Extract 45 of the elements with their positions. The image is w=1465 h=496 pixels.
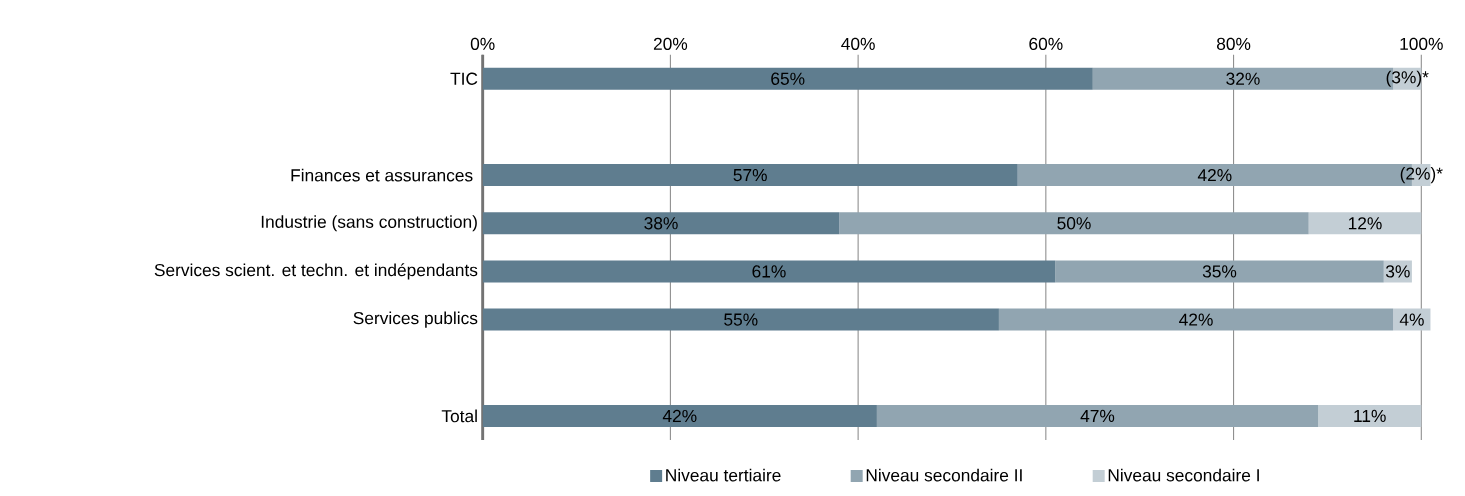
data-label: 47%: [1080, 409, 1115, 422]
data-label: 3%: [1385, 265, 1410, 278]
data-label: (3%)*: [1386, 70, 1429, 87]
x-tick-label: 40%: [841, 37, 875, 50]
data-label: 55%: [724, 313, 758, 326]
x-tick-label: 60%: [1029, 37, 1063, 50]
bar: [998, 308, 1394, 331]
bar: [839, 212, 1309, 235]
y-tick-label: Industrie (sans construction): [261, 215, 477, 232]
bar: [482, 67, 1093, 90]
data-label: 4%: [1399, 313, 1424, 326]
data-label: 57%: [733, 169, 767, 182]
x-tick-label: 0%: [470, 37, 495, 50]
y-tick-label: TIC: [450, 72, 478, 85]
y-tick-label: Total: [441, 409, 477, 423]
bar: [1318, 404, 1422, 427]
legend-label: Niveau secondaire I: [1108, 468, 1259, 482]
legend-label: Niveau tertiaire: [666, 468, 781, 482]
y-tick-label: Services scient. et techn. et indépendants: [154, 263, 478, 280]
legend-label: Niveau secondaire II: [866, 468, 1022, 482]
data-label: 42%: [1179, 313, 1213, 326]
y-tick-label: Services publics: [353, 311, 478, 328]
bar: [1055, 260, 1384, 283]
bar: [482, 260, 1056, 283]
x-tick-label: 80%: [1216, 37, 1251, 50]
bar: [482, 212, 840, 235]
data-label: 32%: [1226, 72, 1260, 85]
x-tick-label: 100%: [1400, 37, 1443, 50]
bar: [1308, 212, 1422, 235]
data-label: 42%: [1197, 168, 1232, 182]
bar: [482, 404, 877, 427]
data-label: 50%: [1057, 217, 1091, 230]
data-label: 61%: [752, 265, 786, 278]
data-label: 42%: [662, 409, 697, 423]
data-label: (2%)*: [1400, 167, 1443, 184]
bar: [482, 164, 1018, 187]
bar: [482, 308, 999, 331]
data-label: 11%: [1354, 409, 1386, 422]
data-label: 12%: [1348, 217, 1382, 230]
x-tick-label: 20%: [653, 37, 688, 50]
data-label: 38%: [644, 217, 678, 230]
data-label: 65%: [771, 72, 805, 85]
data-label: 35%: [1202, 265, 1237, 278]
y-tick-label: Finances et assurances: [291, 168, 473, 182]
bar: [876, 404, 1319, 427]
